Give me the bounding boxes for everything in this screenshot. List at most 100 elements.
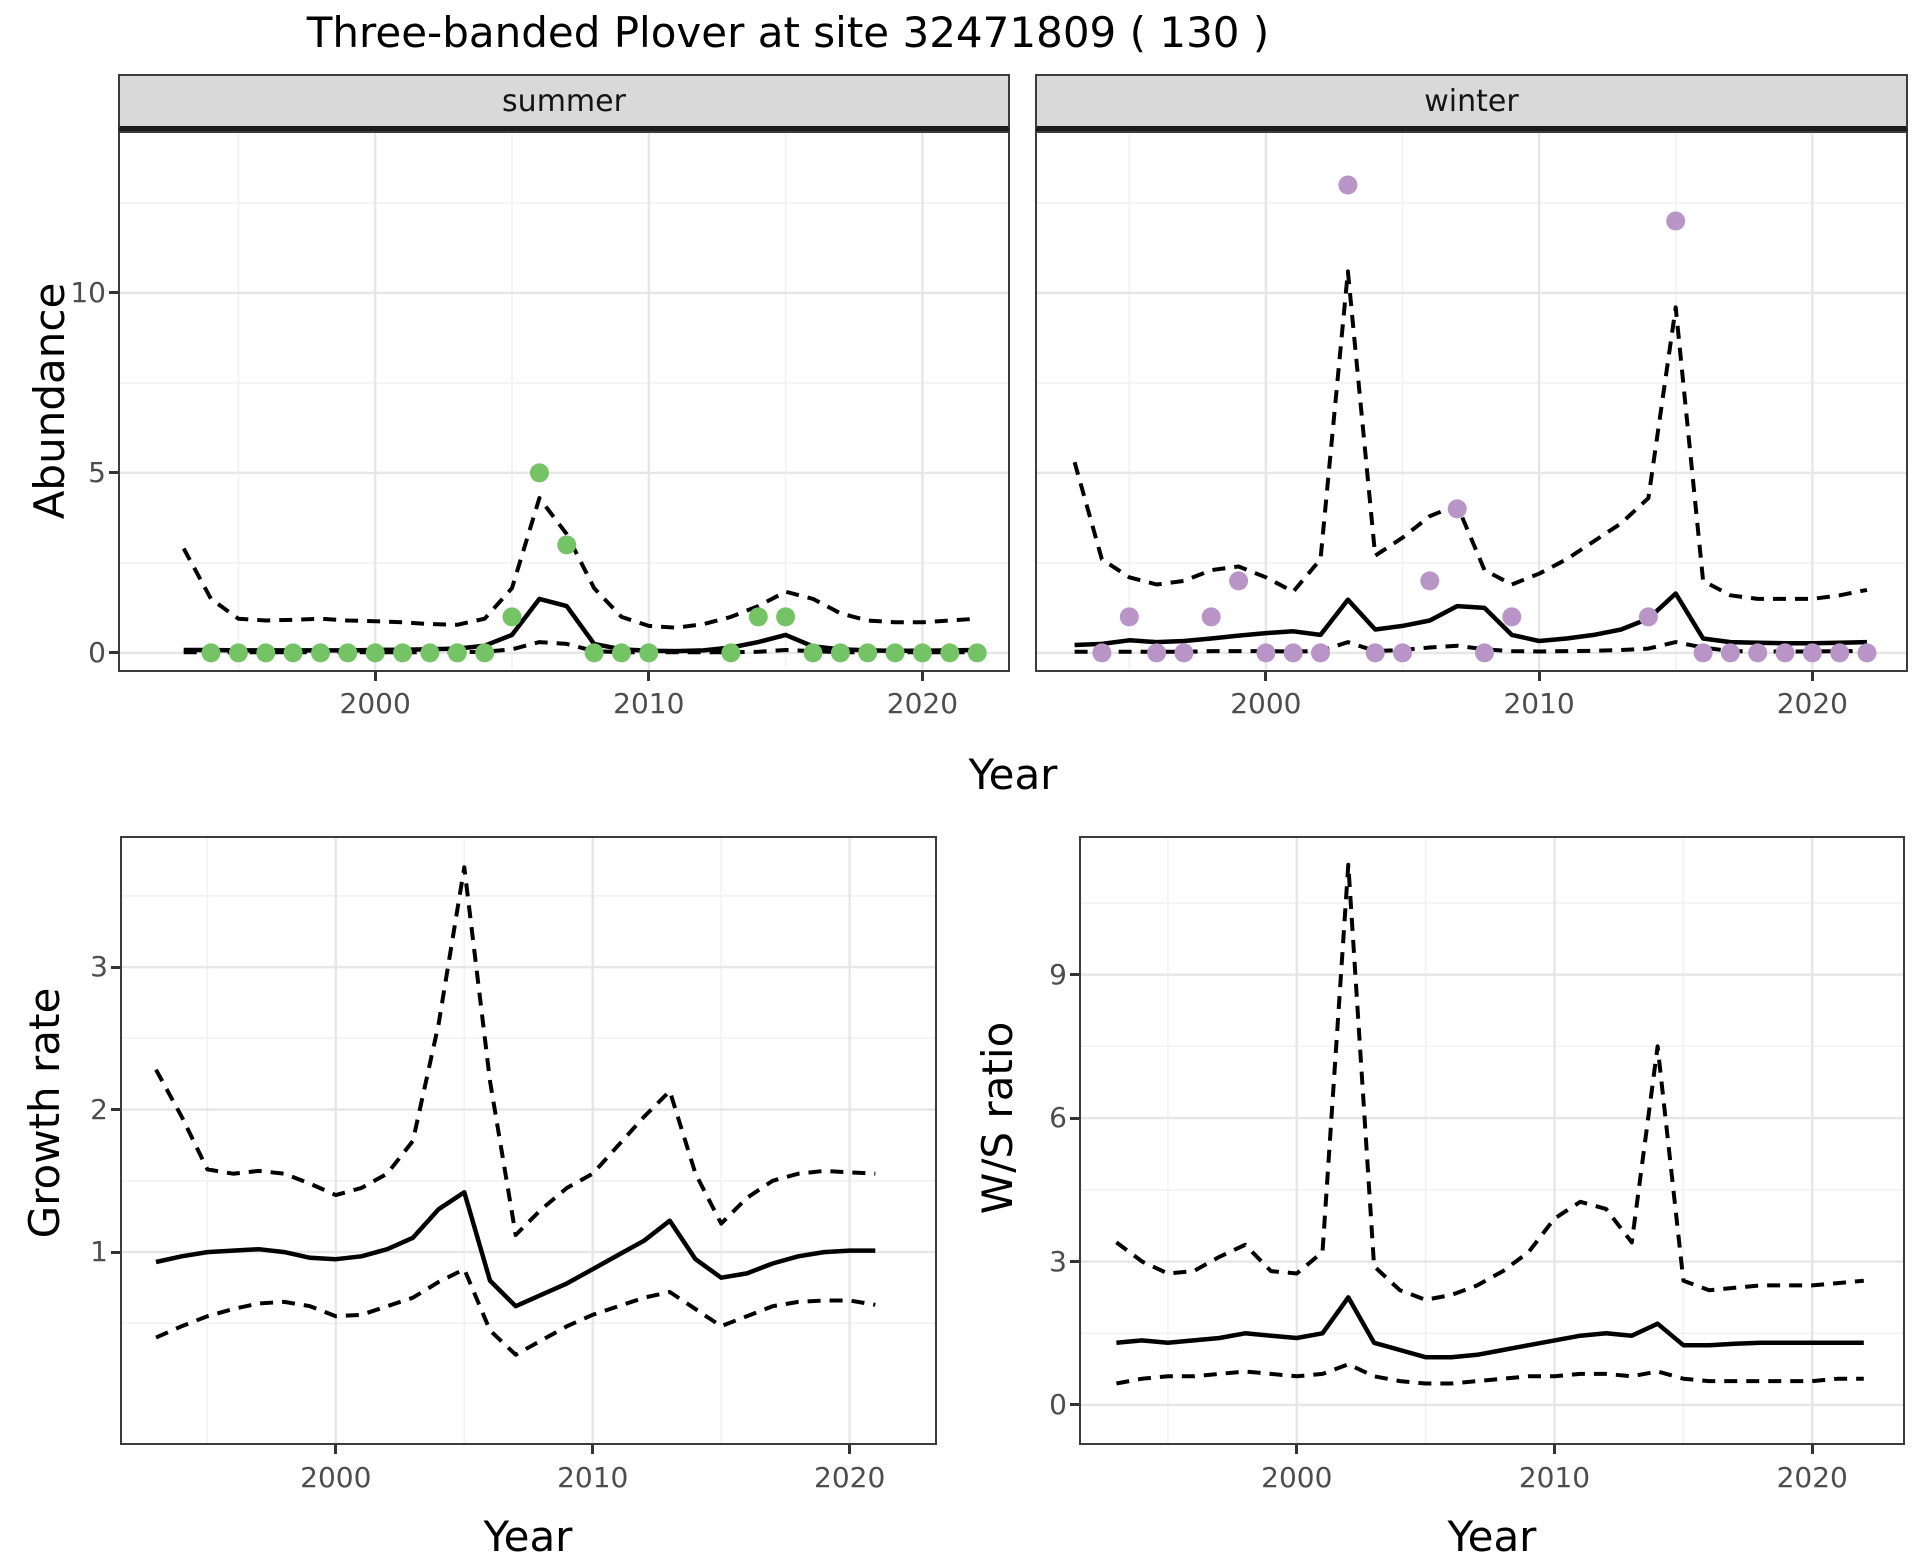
observation-point (1393, 643, 1412, 663)
observation-point (201, 643, 221, 663)
observation-point (1119, 607, 1139, 627)
x-tick-mark (848, 1445, 852, 1454)
x-axis-title-year-top: Year (968, 750, 1058, 799)
y-tick-label: 3 (1049, 1244, 1067, 1278)
median-line (183, 596, 978, 654)
x-tick-mark (920, 672, 924, 681)
x-tick-mark (373, 672, 377, 681)
observation-point (748, 607, 768, 627)
x-tick-mark (591, 1445, 595, 1454)
observation-point (1338, 175, 1358, 195)
y-tick-label: 0 (88, 635, 106, 669)
observation-point (1857, 643, 1877, 663)
observation-point (1802, 643, 1822, 663)
y-tick-mark (1070, 1403, 1079, 1407)
facet-strip-winter-label: winter (1424, 83, 1519, 119)
observation-point (393, 643, 413, 663)
observation-point (885, 643, 905, 663)
y-tick-mark (111, 1108, 120, 1112)
y-tick-label: 5 (88, 455, 106, 489)
x-tick-mark (647, 672, 651, 681)
observation-point (256, 643, 276, 663)
observation-point (420, 643, 440, 663)
observation-point (1447, 499, 1467, 519)
panel-growth-rate (120, 836, 937, 1445)
observation-point (1693, 643, 1713, 663)
observation-point (612, 643, 631, 663)
observation-point (338, 643, 358, 663)
x-tick-label: 2010 (1503, 687, 1575, 720)
x-tick-label: 2020 (1776, 1461, 1848, 1494)
y-tick-label: 2 (90, 1092, 108, 1126)
x-axis-title-year-bottom-right: Year (1447, 1512, 1537, 1560)
observation-point (830, 643, 850, 663)
observation-point (529, 463, 549, 483)
y-tick-mark (111, 965, 120, 969)
ci-lower-line (1116, 1362, 1864, 1386)
observation-point (967, 643, 987, 663)
median-line (155, 1189, 876, 1309)
x-tick-label: 2000 (300, 1461, 372, 1494)
panel-ws-ratio (1079, 836, 1905, 1445)
observation-point (776, 607, 796, 627)
x-tick-mark (1295, 1445, 1299, 1454)
observation-point (1092, 643, 1112, 663)
y-tick-label: 10 (70, 275, 106, 309)
observation-point (1720, 643, 1740, 663)
observation-point (1311, 643, 1330, 663)
y-tick-mark (109, 651, 118, 655)
observation-point (283, 643, 303, 663)
observation-point (475, 643, 495, 663)
y-tick-mark (1070, 1260, 1079, 1264)
y-tick-label: 1 (90, 1235, 108, 1269)
observation-point (1201, 607, 1221, 627)
y-tick-label: 3 (90, 950, 108, 984)
observation-point (1229, 571, 1249, 591)
observation-point (1775, 643, 1795, 663)
y-tick-mark (1070, 1116, 1079, 1120)
observation-point (940, 643, 960, 663)
observation-point (1748, 643, 1768, 663)
observation-point (557, 535, 577, 555)
x-tick-mark (1810, 672, 1814, 681)
observation-point (1666, 211, 1686, 231)
observation-point (584, 643, 604, 663)
x-tick-label: 2000 (339, 687, 411, 720)
observation-point (721, 643, 741, 663)
x-tick-mark (334, 1445, 338, 1454)
abundance-summer-chart (118, 131, 1010, 672)
y-tick-mark (109, 471, 118, 475)
y-tick-label: 6 (1049, 1101, 1067, 1135)
observation-point (502, 607, 522, 627)
x-tick-label: 2010 (557, 1461, 629, 1494)
observation-point (1502, 607, 1522, 627)
observation-point (1830, 643, 1850, 663)
x-axis-title-year-bottom-left: Year (483, 1512, 573, 1560)
observation-point (639, 643, 659, 663)
x-tick-label: 2020 (814, 1461, 886, 1494)
growth-rate-chart (120, 836, 937, 1445)
panel-abundance-summer (118, 131, 1010, 672)
ws-ratio-chart (1079, 836, 1905, 1445)
observation-point (447, 643, 467, 663)
y-tick-label: 9 (1049, 957, 1067, 991)
observation-point (1638, 607, 1658, 627)
ci-upper-line (154, 865, 876, 1237)
x-tick-label: 2020 (1776, 687, 1848, 720)
facet-strip-summer: summer (118, 74, 1010, 131)
observation-point (1174, 643, 1194, 663)
ci-upper-line (1072, 269, 1868, 601)
x-tick-label: 2000 (1261, 1461, 1333, 1494)
median-line (1074, 591, 1868, 648)
observation-point (1420, 571, 1440, 591)
facet-strip-winter: winter (1035, 74, 1908, 131)
observation-point (858, 643, 878, 663)
abundance-winter-chart (1035, 131, 1908, 672)
y-tick-mark (111, 1250, 120, 1254)
x-tick-mark (1264, 672, 1268, 681)
x-tick-mark (1537, 672, 1541, 681)
x-tick-label: 2020 (886, 687, 959, 720)
observation-point (228, 643, 248, 663)
observation-point (1256, 643, 1276, 663)
